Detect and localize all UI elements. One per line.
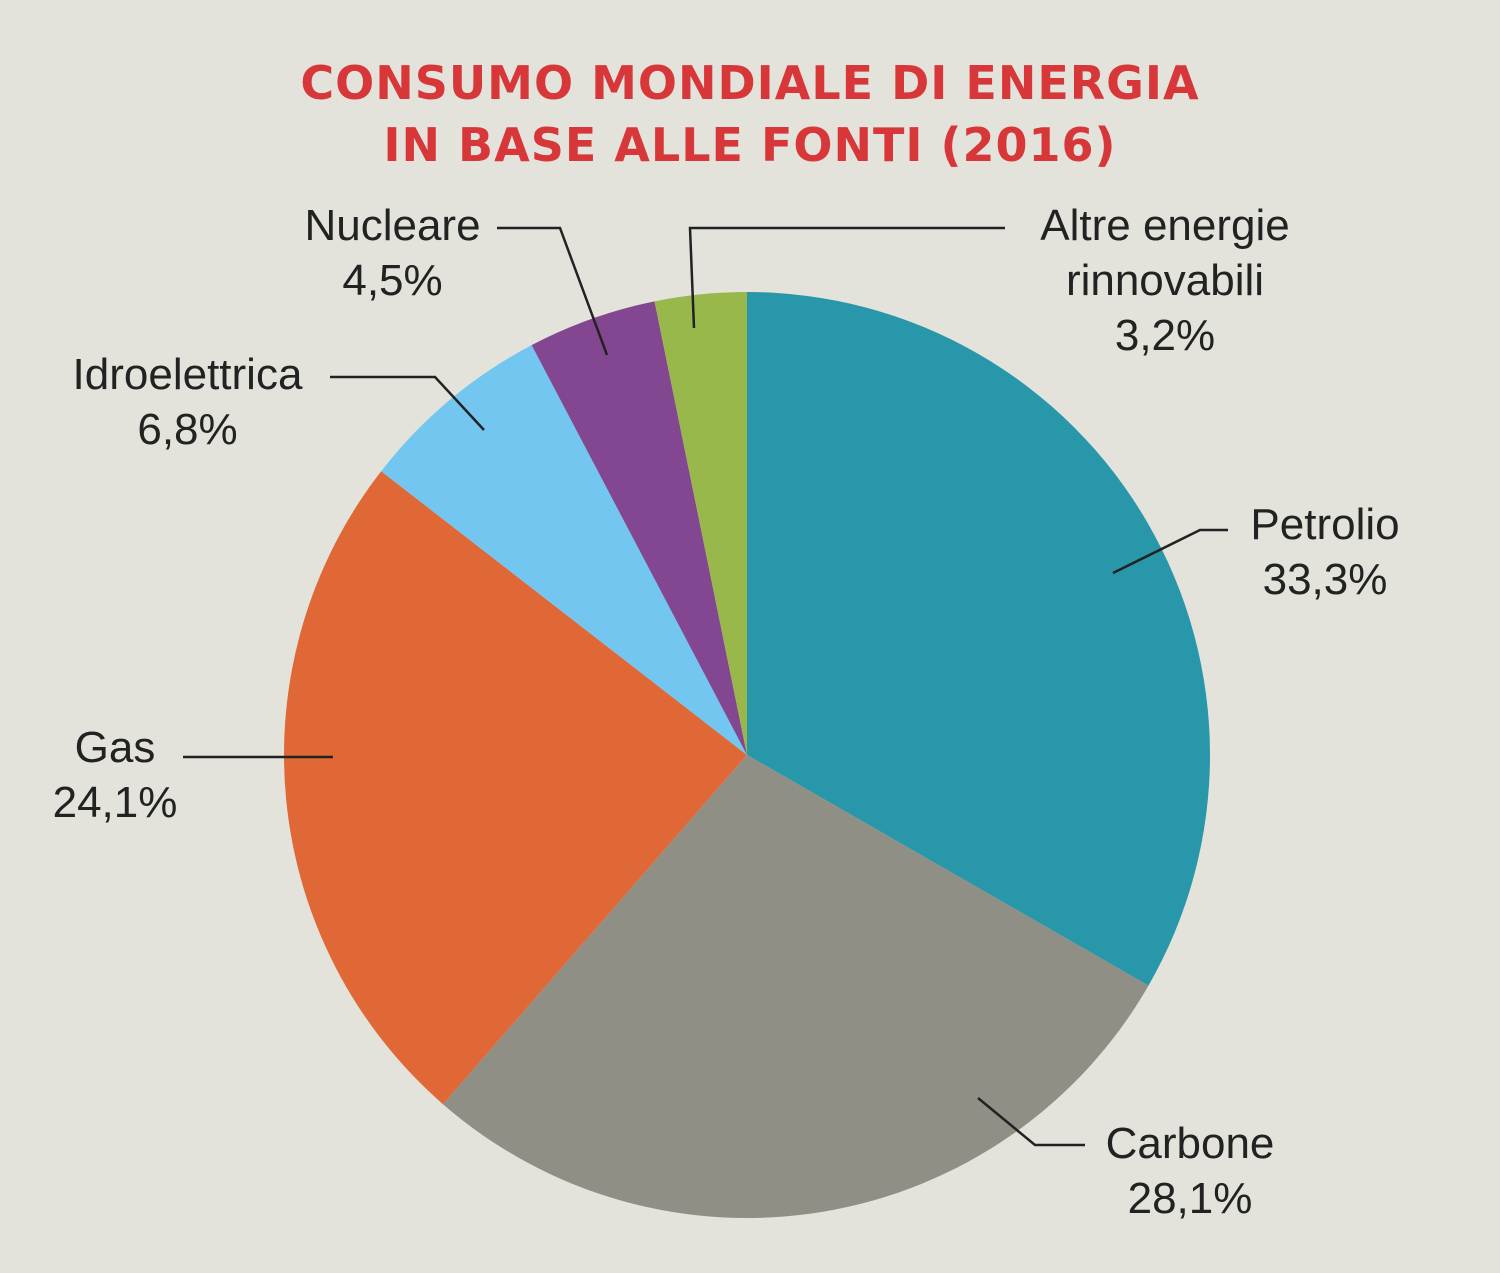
label-petrolio-name: Petrolio — [1250, 500, 1400, 549]
label-carbone: Carbone 28,1% — [1085, 1116, 1295, 1226]
chart-title-line-1: CONSUMO MONDIALE DI ENERGIA — [300, 56, 1200, 110]
label-nucleare: Nucleare 4,5% — [285, 198, 500, 308]
leader-line-carbone — [977, 1097, 1085, 1147]
leader-line-altre — [688, 226, 1005, 329]
pie-slice-gas — [283, 471, 747, 1105]
leader-line-petrolio — [1112, 528, 1228, 575]
leader-line-idroelettrica — [330, 375, 485, 431]
pie-slices — [283, 292, 1210, 1218]
label-altre-name-1: Altre energie — [1040, 201, 1290, 250]
label-altre-value: 3,2% — [1114, 311, 1216, 360]
chart-title-line-2: IN BASE ALLE FONTI (2016) — [383, 118, 1117, 172]
label-gas: Gas 24,1% — [40, 720, 190, 830]
label-idroelettrica-name: Idroelettrica — [72, 350, 303, 399]
leader-lines — [183, 226, 1228, 1147]
label-idroelettrica: Idroelettrica 6,8% — [40, 347, 335, 457]
leader-line-nucleare — [497, 226, 609, 356]
label-carbone-value: 28,1% — [1127, 1174, 1253, 1223]
label-altre-name-2: rinnovabili — [1065, 256, 1265, 305]
label-gas-name: Gas — [74, 723, 156, 772]
pie-slice-carbone — [443, 755, 1149, 1218]
label-nucleare-value: 4,5% — [342, 256, 443, 305]
pie-slice-nucleare — [531, 301, 747, 755]
label-gas-value: 24,1% — [52, 778, 178, 827]
label-altre-rinnovabili: Altre energie rinnovabili 3,2% — [1010, 198, 1320, 363]
label-nucleare-name: Nucleare — [304, 201, 481, 250]
label-petrolio-value: 33,3% — [1262, 555, 1388, 604]
label-idroelettrica-value: 6,8% — [137, 405, 238, 454]
label-carbone-name: Carbone — [1105, 1119, 1275, 1168]
chart-title: CONSUMO MONDIALE DI ENERGIA IN BASE ALLE… — [0, 52, 1500, 176]
pie-slice-idroelettrica — [381, 345, 747, 755]
label-petrolio: Petrolio 33,3% — [1225, 497, 1425, 607]
pie-slice-petrolio — [747, 292, 1210, 986]
pie-slice-altre — [654, 292, 747, 755]
